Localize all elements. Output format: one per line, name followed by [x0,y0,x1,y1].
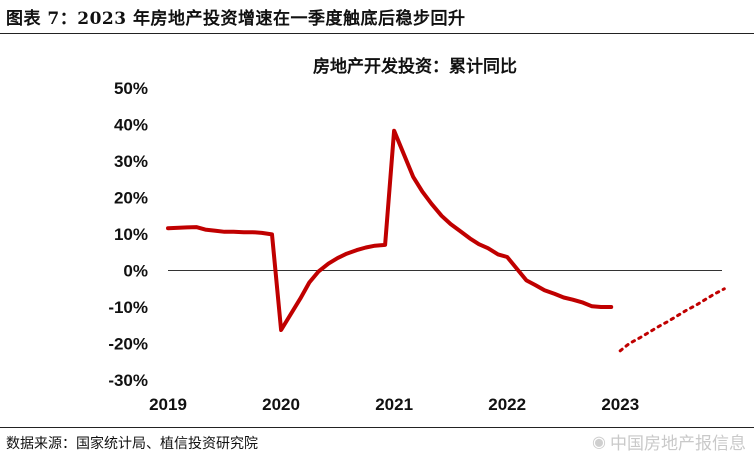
y-tick-label: 30% [114,152,148,171]
y-tick-label: -10% [108,298,148,317]
y-tick-label: -20% [108,335,148,354]
x-tick-label: 2021 [375,395,413,414]
x-tick-label: 2023 [601,395,639,414]
x-tick-label: 2019 [149,395,187,414]
source-note: 数据来源：国家统计局、植信投资研究院 [6,436,258,452]
figure-title: 图表 7：2023 年房地产投资增速在一季度触底后稳步回升 [6,9,466,29]
title-rule [0,33,754,34]
chart-title: 房地产开发投资：累计同比 [313,56,517,77]
y-tick-label: 40% [114,116,148,135]
y-tick-label: -30% [108,371,148,390]
y-tick-label: 10% [114,225,148,244]
watermark: ◉ 中国房地产报信息 [592,429,746,454]
x-tick-label: 2022 [488,395,526,414]
y-tick-label: 50% [114,79,148,98]
watermark-text: 中国房地产报信息 [610,434,746,454]
x-tick-label: 2020 [262,395,300,414]
y-tick-label: 20% [114,189,148,208]
series-line-2023 [618,287,726,353]
y-tick-label: 0% [123,262,148,281]
series-line-2019-2022 [166,128,614,332]
footer-rule [0,427,754,428]
line-chart: 房地产开发投资：累计同比 50% 40% 30% 20% 10% 0% -10% -20% -3… [108,56,726,414]
weibo-icon: ◉ [592,432,606,451]
